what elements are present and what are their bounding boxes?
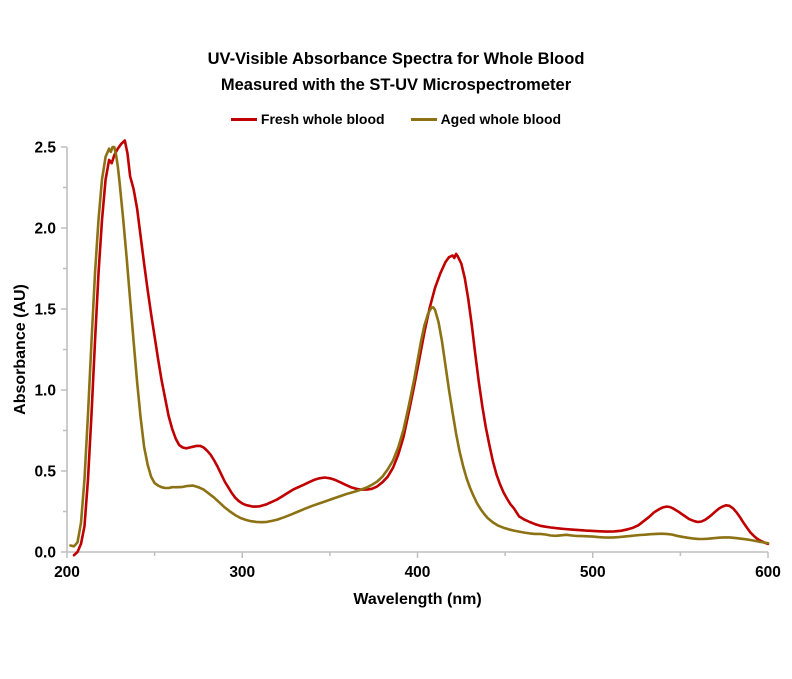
x-tick-label: 200 bbox=[54, 564, 80, 581]
x-axis-title: Wavelength (nm) bbox=[353, 591, 481, 608]
series-line-fresh-whole-blood bbox=[72, 139, 770, 557]
y-tick-label: 0.0 bbox=[34, 545, 56, 562]
x-tick-label: 500 bbox=[580, 564, 606, 581]
chart-title: UV-Visible Absorbance Spectra for Whole … bbox=[0, 46, 792, 98]
y-tick-label: 0.5 bbox=[34, 464, 56, 481]
chart-title-line1: UV-Visible Absorbance Spectra for Whole … bbox=[207, 50, 585, 68]
legend-label-aged: Aged whole blood bbox=[440, 111, 562, 127]
legend-label-fresh: Fresh whole blood bbox=[260, 111, 385, 127]
legend-item-fresh: Fresh whole blood bbox=[230, 111, 385, 127]
y-tick-label: 1.0 bbox=[34, 383, 56, 400]
series-line-aged-whole-blood bbox=[69, 145, 770, 548]
chart-title-line2: Measured with the ST-UV Microspectromete… bbox=[220, 76, 572, 94]
y-tick-label: 2.0 bbox=[34, 221, 56, 238]
y-tick-label: 2.5 bbox=[34, 140, 56, 157]
legend-line-swatch-fresh bbox=[230, 117, 257, 121]
x-tick-label: 600 bbox=[755, 564, 781, 581]
legend: Fresh whole blood Aged whole blood bbox=[0, 111, 792, 127]
x-tick-label: 400 bbox=[405, 564, 431, 581]
legend-line-swatch-aged bbox=[410, 117, 437, 121]
y-tick-label: 1.5 bbox=[34, 302, 56, 319]
legend-item-aged: Aged whole blood bbox=[410, 111, 562, 127]
x-tick-label: 300 bbox=[229, 564, 255, 581]
y-axis-title: Absorbance (AU) bbox=[12, 284, 29, 415]
